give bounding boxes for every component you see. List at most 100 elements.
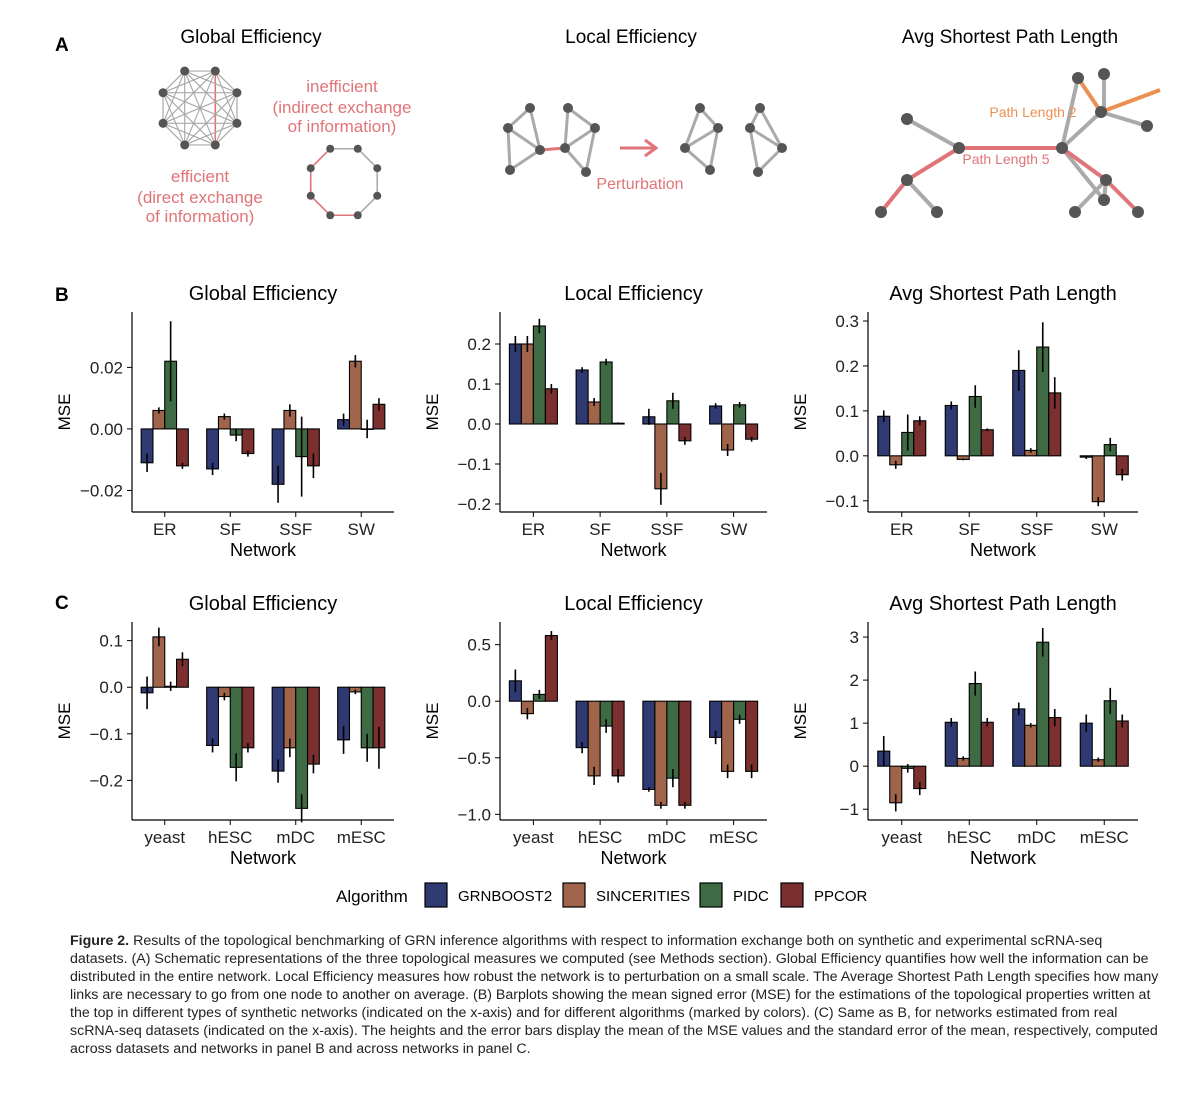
x-tick-label: mESC [337, 828, 386, 847]
path-graph-edge [1073, 178, 1108, 214]
bar-pidc [1036, 641, 1050, 767]
chart-b-local-efficiency: Local Efficiency −0.2 −0.1 0.0 0.1 0.2 MSE Netw… [423, 283, 767, 560]
complete-graph-edge [184, 92, 238, 146]
local-graph-edge [748, 127, 760, 173]
path-graph-node [1100, 174, 1112, 186]
chart-c-global-efficiency: Global Efficiency −0.2 −0.1 0.0 0.1 MSE Networ… [55, 593, 394, 868]
y-tick-label: −0.2 [89, 771, 123, 790]
local-graph-edge [749, 126, 783, 150]
local-graph-edge [563, 107, 570, 149]
inefficient-line-3: of information) [288, 117, 397, 136]
legend-label-sincerities: SINCERITIES [596, 888, 690, 905]
bar-sincerities [1024, 724, 1038, 767]
bar-ppcor [980, 721, 994, 767]
efficient-line-2: (direct exchange [137, 188, 263, 207]
x-axis-label: Network [970, 540, 1037, 560]
complete-graph-node [232, 88, 242, 98]
complete-graph-edge [162, 70, 216, 124]
ring-graph-node [353, 144, 362, 153]
local-graph-node [535, 145, 545, 155]
bar-pidc [532, 325, 546, 425]
ring-graph-node [306, 191, 315, 200]
complete-graph-edge [162, 122, 186, 146]
bar-grnboost2 [575, 369, 589, 425]
bar-sincerities [520, 343, 534, 425]
y-tick-label: 0.00 [90, 420, 123, 439]
y-tick-label: −0.02 [80, 481, 123, 500]
x-tick-label: yeast [144, 828, 185, 847]
x-tick-label: mDC [648, 828, 687, 847]
legend-swatch-pidc [699, 882, 723, 908]
local-graph-node [680, 143, 690, 153]
path-graph-node [931, 206, 943, 218]
path-graph-node [953, 142, 965, 154]
chart-b-avg-shortest-path: Avg Shortest Path Length −0.1 0.0 0.1 0.2 0.3… [791, 283, 1138, 560]
path-graph-node [1141, 120, 1153, 132]
ring-graph-edge [310, 148, 331, 169]
bar-ppcor [241, 428, 255, 455]
path-length-5-edge [879, 178, 909, 214]
complete-graph-node [158, 88, 168, 98]
bar-grnboost2 [1012, 708, 1026, 767]
path-graph-node [1072, 72, 1084, 84]
local-graph-node [745, 123, 755, 133]
local-graph-node [777, 143, 787, 153]
bar-grnboost2 [944, 404, 958, 457]
complete-graph-edge [184, 70, 238, 94]
local-graph-node [560, 143, 570, 153]
chart-c-avg-shortest-path: Avg Shortest Path Length −1 0 1 2 3 MSE Network… [791, 593, 1138, 868]
bar-grnboost2 [575, 700, 589, 749]
bar-sincerities [654, 700, 668, 806]
bar-ppcor [980, 429, 994, 457]
local-graph-edge [708, 127, 720, 171]
path-length-2-edge [1076, 76, 1103, 114]
local-graph-node [503, 123, 513, 133]
local-graph-node [753, 167, 763, 177]
local-graph-edge [758, 107, 784, 149]
local-graph-node [525, 103, 535, 113]
y-axis-label: MSE [55, 394, 74, 431]
ring-graph-node [306, 164, 315, 173]
y-tick-label: 0.5 [467, 636, 491, 655]
x-tick-label: SSF [650, 520, 683, 539]
ring-graph-diagram [306, 144, 382, 220]
path-length-5-edge [905, 146, 961, 182]
ring-graph-node [326, 144, 335, 153]
path-length-5-label: Path Length 5 [962, 151, 1049, 167]
x-tick-label: hESC [578, 828, 622, 847]
complete-graph-node [210, 140, 220, 150]
bar-ppcor [913, 420, 927, 457]
path-graph-edge [1060, 146, 1106, 202]
bar-grnboost2 [877, 415, 891, 457]
inefficient-line-1: inefficient [306, 77, 378, 96]
path-graph-edge [906, 117, 960, 150]
path-graph-node [901, 113, 913, 125]
y-tick-label: 0.0 [467, 415, 491, 434]
complete-graph-edge [162, 92, 216, 146]
panel-a-title-global: Global Efficiency [180, 27, 322, 48]
bar-grnboost2 [271, 686, 285, 772]
local-graph-edge [507, 126, 541, 152]
x-tick-label: SW [720, 520, 747, 539]
perturbation-label: Perturbation [596, 176, 683, 193]
bar-sincerities [721, 700, 735, 772]
y-axis-label: MSE [55, 703, 74, 740]
local-graph-edge [584, 127, 597, 173]
x-axis-label: Network [600, 848, 667, 868]
x-tick-label: mESC [709, 828, 758, 847]
x-tick-label: hESC [208, 828, 252, 847]
x-tick-label: mDC [276, 828, 315, 847]
legend-swatch-ppcor [780, 882, 804, 908]
path-graph-node [1069, 206, 1081, 218]
local-graph-edge [509, 148, 541, 172]
y-tick-label: 2 [850, 671, 859, 690]
algorithm-legend: Algorithm GRNBOOST2 SINCERITIES PIDC PPCOR [336, 882, 868, 908]
chart-c-local-efficiency: Local Efficiency −1.0 −0.5 0.0 0.5 MSE Network… [423, 593, 767, 868]
y-tick-label: 0.02 [90, 358, 123, 377]
x-tick-label: SSF [1020, 520, 1053, 539]
local-graph-edge [567, 106, 596, 130]
local-graph-edge [528, 107, 542, 151]
y-tick-label: 0.1 [835, 402, 859, 421]
panel-a-title-local: Local Efficiency [565, 27, 697, 48]
efficient-label: efficient (direct exchange of informatio… [137, 167, 263, 226]
